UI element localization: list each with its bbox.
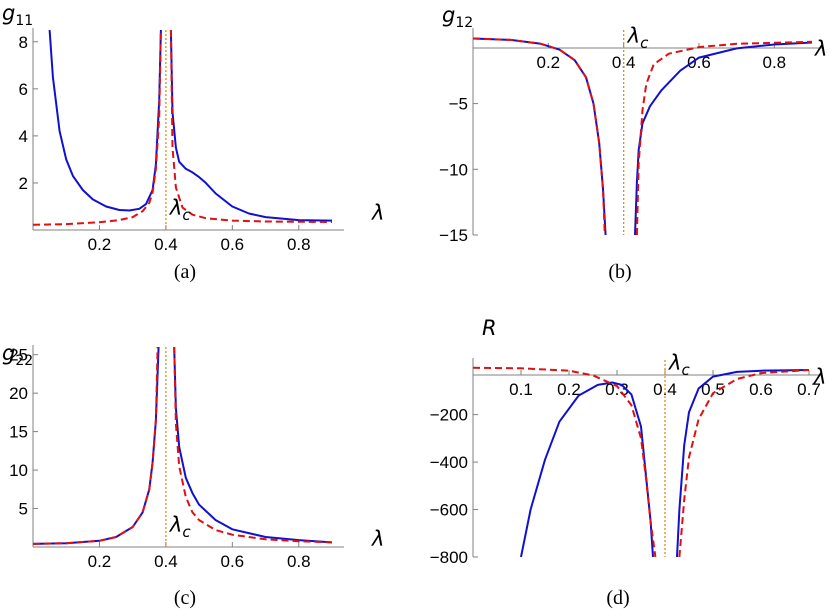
- y-tick-label: 25: [9, 346, 28, 365]
- y-axis-label: g22: [2, 341, 33, 369]
- y-tick-label: −10: [439, 160, 468, 179]
- x-tick-label: 0.2: [557, 380, 581, 399]
- critical-marker-label: λc: [169, 196, 191, 224]
- y-tick-label: −400: [430, 453, 468, 472]
- y-axis-label-symbol: g: [442, 3, 455, 27]
- panel-caption: (d): [606, 587, 629, 609]
- y-tick-label: 10: [9, 461, 28, 480]
- critical-marker-symbol: λ: [169, 196, 182, 220]
- series-line-solid: [33, 347, 160, 545]
- critical-marker-subscript: c: [182, 206, 191, 224]
- y-tick-label: 5: [19, 500, 28, 519]
- x-tick-label: 0.4: [154, 235, 178, 254]
- y-axis-label-symbol: R: [482, 316, 497, 340]
- y-tick-label: 20: [9, 384, 28, 403]
- x-tick-label: 0.6: [749, 380, 773, 399]
- critical-marker-label: λc: [627, 24, 649, 52]
- critical-marker-label: λc: [668, 351, 690, 379]
- x-axis-label: λ: [813, 365, 826, 389]
- series-line-solid: [48, 30, 162, 212]
- critical-marker-symbol: λ: [169, 513, 182, 537]
- y-axis-label-symbol: g: [2, 341, 15, 365]
- series-line-dashed: [473, 37, 606, 235]
- y-axis-label-subscript: 11: [15, 13, 33, 29]
- y-tick-label: −5: [449, 95, 468, 114]
- series-line-dashed: [473, 366, 657, 557]
- y-tick-label: −200: [430, 406, 468, 425]
- critical-marker-subscript: c: [182, 523, 191, 541]
- x-tick-label: 0.6: [221, 235, 245, 254]
- x-tick-label: 0.8: [287, 235, 311, 254]
- x-tick-label: 0.2: [88, 552, 112, 571]
- critical-marker-subscript: c: [681, 361, 690, 379]
- y-axis-label-subscript: 12: [455, 15, 473, 31]
- x-tick-label: 0.1: [509, 380, 533, 399]
- series-line-solid: [520, 381, 654, 557]
- y-tick-label: 6: [19, 80, 28, 99]
- series-line-dashed: [169, 30, 333, 223]
- y-tick-label: 8: [19, 33, 28, 52]
- y-tick-label: 2: [19, 174, 28, 193]
- series-line-dashed: [678, 369, 810, 557]
- chart-panel-d: 0.1 0.2 0.3 0.4 0.5 0.6 0.7−200−400−600−800λcR…: [430, 316, 827, 609]
- panel-caption: (c): [174, 587, 196, 609]
- y-axis-label: g12: [442, 3, 473, 31]
- x-tick-label: 0.7: [797, 380, 821, 399]
- y-tick-label: 4: [19, 127, 28, 146]
- panel-caption: (b): [608, 261, 631, 283]
- y-tick-label: −600: [430, 501, 468, 520]
- x-tick-label: 0.2: [88, 235, 112, 254]
- series-line-solid: [173, 347, 333, 544]
- series-line-dashed: [33, 30, 162, 226]
- critical-marker-symbol: λ: [627, 24, 640, 48]
- y-tick-label: −15: [439, 226, 468, 245]
- y-axis-label-subscript: 22: [15, 353, 33, 369]
- series-line-dashed: [635, 40, 813, 235]
- x-axis-label: λ: [371, 201, 384, 225]
- y-axis-label: g11: [2, 1, 33, 29]
- panel-caption: (a): [174, 261, 196, 283]
- critical-marker-label: λc: [169, 513, 191, 541]
- x-tick-label: 0.2: [537, 53, 561, 72]
- y-tick-label: −800: [430, 548, 468, 567]
- series-line-solid: [676, 369, 810, 557]
- series-line-dashed: [33, 347, 159, 545]
- x-axis-label: λ: [814, 37, 827, 61]
- y-axis-label-symbol: g: [2, 1, 15, 25]
- y-tick-label: 15: [9, 423, 28, 442]
- x-tick-label: 0.5: [701, 380, 725, 399]
- critical-marker-symbol: λ: [668, 351, 681, 375]
- x-tick-label: 0.6: [221, 552, 245, 571]
- critical-marker-subscript: c: [640, 34, 649, 52]
- series-line-solid: [169, 30, 333, 222]
- x-tick-label: 0.6: [687, 53, 711, 72]
- x-axis-label: λ: [371, 527, 384, 551]
- series-line-solid: [634, 41, 813, 235]
- y-axis-label: R: [482, 316, 497, 340]
- x-tick-label: 0.8: [763, 53, 787, 72]
- series-line-dashed: [173, 347, 333, 544]
- x-tick-label: 0.4: [154, 552, 178, 571]
- x-tick-label: 0.8: [287, 552, 311, 571]
